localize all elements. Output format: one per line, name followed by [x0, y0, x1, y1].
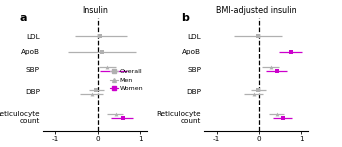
- Text: b: b: [181, 13, 189, 23]
- Legend: Overall, Men, Women: Overall, Men, Women: [108, 66, 146, 94]
- Title: Insulin: Insulin: [82, 6, 108, 15]
- Text: a: a: [20, 13, 27, 23]
- Title: BMI-adjusted insulin: BMI-adjusted insulin: [215, 6, 296, 15]
